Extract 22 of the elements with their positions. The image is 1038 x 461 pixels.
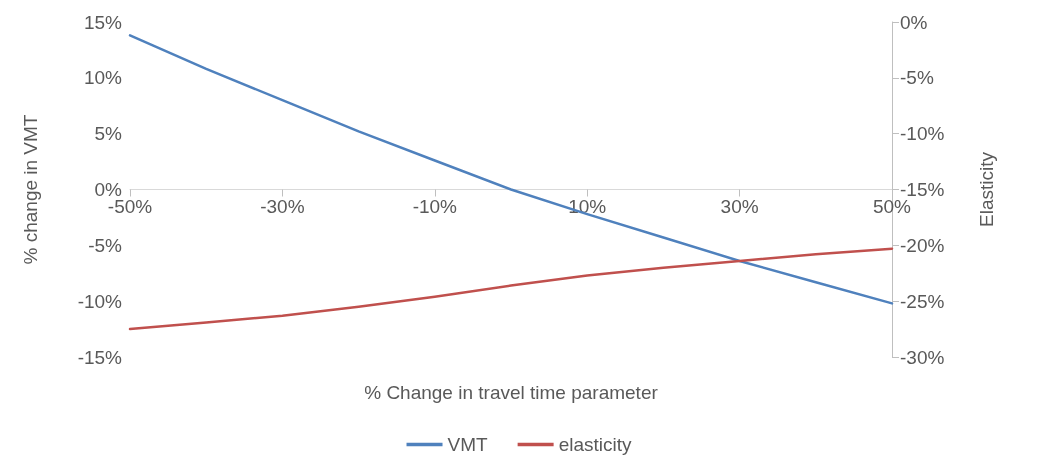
y2-tick-label: -5% [900, 67, 934, 89]
y-tick-label: -15% [77, 346, 123, 368]
y-tick-label: -5% [88, 234, 123, 256]
y-tick-label: 10% [83, 67, 123, 89]
x-tick-label: 30% [720, 196, 759, 217]
x-tick-label: -30% [260, 196, 305, 217]
legend-label: VMT [447, 434, 489, 455]
y-tick-label: -10% [77, 290, 123, 312]
y2-tick-label: -25% [900, 290, 945, 312]
x-axis-title: % Change in travel time parameter [364, 382, 659, 403]
y-tick-label: 5% [94, 123, 123, 145]
y2-tick-label: -20% [900, 234, 945, 256]
y-tick-label: 15% [83, 11, 123, 33]
y2-axis-title: Elasticity [976, 151, 997, 227]
y-axis-title: % change in VMT [20, 114, 41, 265]
line-series [128, 247, 894, 331]
x-tick-label: 10% [568, 196, 607, 217]
y2-tick-label: 0% [900, 11, 928, 33]
x-tick-label: -10% [412, 196, 458, 217]
y2-tick-label: -30% [900, 346, 945, 368]
legend-label: elasticity [558, 434, 632, 455]
y2-tick-label: -10% [900, 123, 945, 145]
